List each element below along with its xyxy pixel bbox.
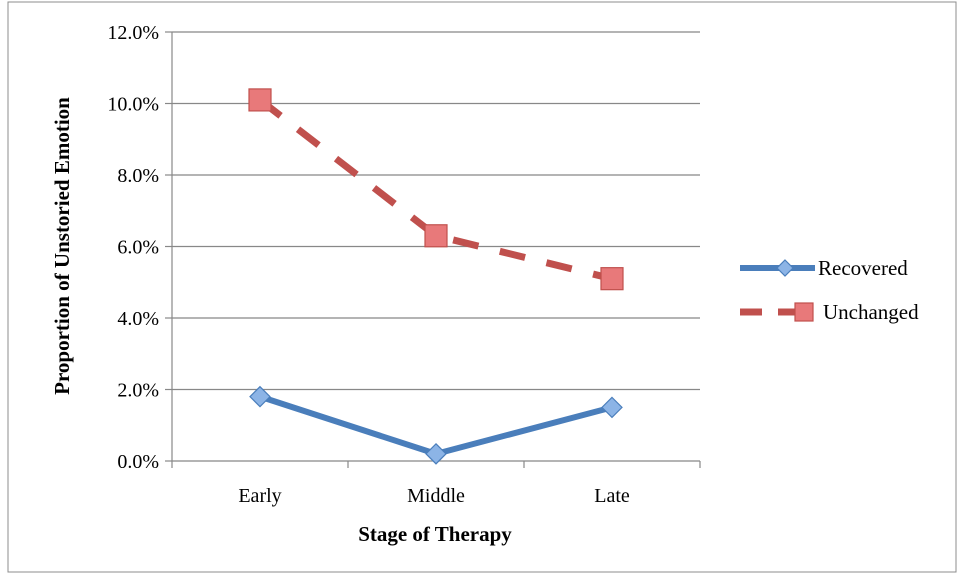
y-tick-label: 4.0% — [117, 308, 159, 330]
series-recovered — [249, 385, 623, 465]
y-axis-title: Proportion of Unstoried Emotion — [50, 97, 74, 395]
y-tick-label: 2.0% — [117, 380, 159, 402]
legend-label: Recovered — [818, 256, 908, 280]
data-point — [249, 385, 271, 408]
data-point — [425, 443, 447, 465]
data-point — [600, 267, 624, 291]
y-tick-label: 10.0% — [107, 94, 159, 116]
x-axis-title: Stage of Therapy — [358, 522, 512, 546]
y-tick-label: 8.0% — [117, 165, 159, 187]
x-tick-label: Late — [594, 485, 630, 507]
legend-item-unchanged: Unchanged — [740, 300, 919, 324]
series-unchanged — [248, 88, 624, 291]
x-tick-label: Middle — [407, 485, 465, 507]
legend-item-recovered: Recovered — [740, 256, 908, 280]
data-point — [248, 88, 272, 112]
x-tick-label: Early — [238, 485, 281, 507]
series-line-unchanged — [257, 97, 613, 283]
y-tick-label: 6.0% — [117, 237, 159, 259]
chart-border — [7, 1, 957, 573]
data-point — [424, 224, 448, 248]
legend-swatch-marker — [776, 259, 794, 277]
data-point — [601, 396, 623, 419]
y-tick-label: 12.0% — [107, 22, 159, 44]
legend-swatch-marker — [794, 302, 814, 322]
legend-label: Unchanged — [823, 300, 919, 324]
legend: Recovered Unchanged — [740, 256, 919, 324]
y-tick-label: 0.0% — [117, 451, 159, 473]
